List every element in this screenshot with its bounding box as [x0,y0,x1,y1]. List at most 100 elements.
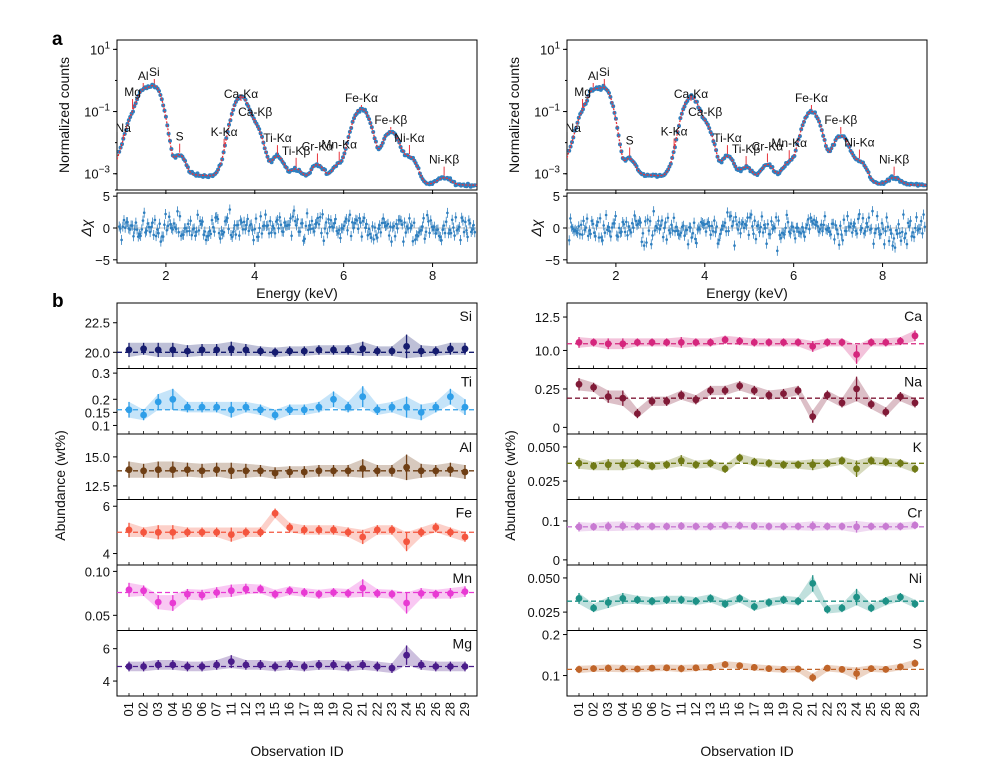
spectrum-data-point [347,129,352,134]
data-point [590,523,597,531]
residual-point [439,235,442,239]
residual-point [271,224,274,228]
residual-tick-label: −5 [95,253,110,268]
emission-line-label: Ni-Kβ [429,153,459,167]
data-point [794,665,802,673]
data-point [461,345,469,353]
data-point [677,339,685,346]
residual-point [658,227,661,231]
residual-point [881,227,885,231]
residual-point [590,219,594,223]
residual-point [903,236,906,240]
emission-line-label: Cr-Kα [752,139,784,153]
data-point [882,597,890,605]
data-point [359,584,367,592]
data-point [300,589,308,596]
residual-series [117,204,477,247]
residual-point [623,230,627,234]
residual-point [583,228,586,232]
data-point [184,663,191,670]
element-label: K [913,439,923,455]
residual-point [915,215,918,219]
residual-point [393,234,397,238]
residual-point [602,224,605,227]
residual-point [883,242,886,246]
residual-point [146,222,150,225]
residual-point [416,234,420,238]
y-tick-label: 0.1 [542,669,560,684]
emission-line-label: Ni-Kβ [879,153,909,167]
data-point [677,391,685,399]
data-point [619,595,627,602]
residual-point [730,224,734,228]
x-tick-label: 07 [209,702,224,716]
residual-point [200,222,203,226]
residual-point [217,231,221,235]
y-tick-label: 10−1 [84,103,110,120]
element-label: Cr [907,505,922,521]
y-tick-label: 12.5 [535,310,560,325]
emission-line-label: S [176,130,184,144]
residual-point [316,216,320,220]
residual-point [921,232,924,235]
x-tick-label: 15 [717,702,732,716]
residual-point [596,220,600,224]
residual-point [621,220,624,224]
residual-point [139,234,142,238]
panel-label-b: b [52,291,64,312]
data-point [286,406,294,414]
residual-point [644,220,647,223]
residual-point [444,220,448,223]
residual-point [154,234,158,238]
y-tick-label: 0 [553,553,560,568]
residual-point [215,215,218,219]
data-point [300,468,308,476]
residual-point [754,237,758,241]
data-point [388,403,396,411]
data-point [388,467,396,475]
residual-point [379,231,383,234]
residual-point [674,225,678,229]
element-label: Ti [461,374,472,390]
data-point [604,599,612,606]
residual-point [367,227,371,230]
residual-point [362,216,366,220]
residual-point [784,226,787,230]
residual-point [912,235,916,239]
data-point [169,466,177,474]
data-point [692,339,700,346]
residual-point [886,225,890,228]
residual-point [293,219,297,223]
residual-point [761,231,765,234]
residual-point [576,231,579,235]
element-label: Al [460,439,472,455]
residual-point [132,235,135,238]
spectrum-data-point [224,136,229,141]
residual-point [283,221,286,224]
residual-point [211,225,215,229]
data-point [257,406,264,414]
residual-point [318,215,322,219]
residual-point [796,226,799,229]
residual-point [454,216,458,219]
residual-point [220,229,223,233]
emission-line-label: Mg [124,85,141,99]
data-point [911,399,919,407]
residual-point [759,225,762,229]
residual-point [773,226,777,230]
residual-point [601,239,604,242]
emission-line-label: Ca-Kβ [238,105,272,119]
residual-point [430,225,434,229]
residual-point [374,233,378,237]
residual-point [396,227,399,230]
residual-point [121,225,125,228]
residual-point [826,228,829,232]
residual-point [347,219,351,222]
data-point [140,467,148,475]
data-point [432,467,440,475]
y-tick-label: 10−3 [534,165,560,182]
data-point [417,409,425,416]
residual-point [717,238,721,242]
data-point [140,663,148,670]
data-point [140,345,148,353]
